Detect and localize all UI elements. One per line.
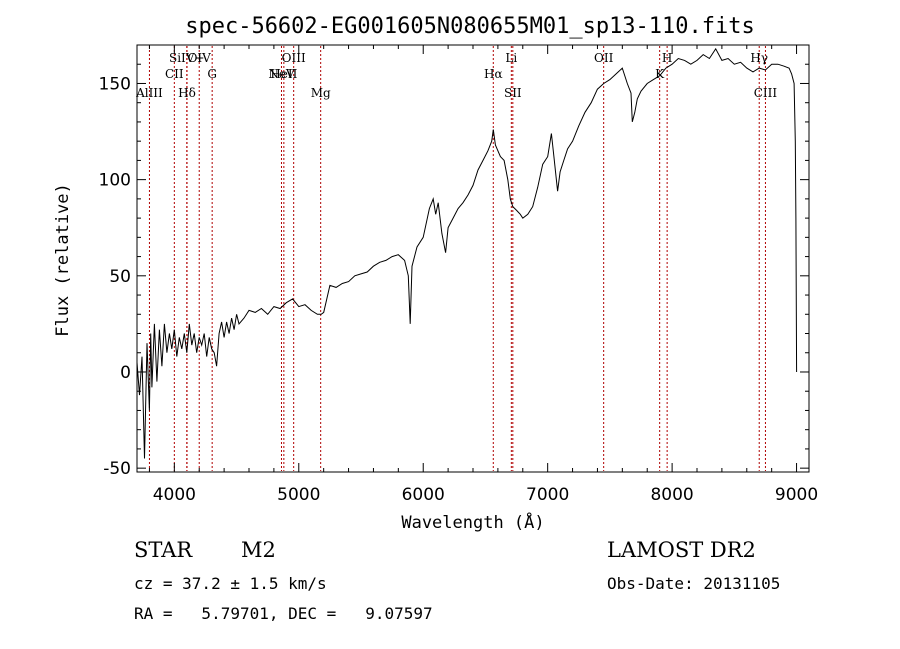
y-tick-label: 50 [109,267,131,287]
spectral-line-label: K [655,67,665,81]
x-tick-label: 5000 [277,485,320,505]
spectral-line-label: OIV [188,51,212,65]
spectral-line-label: AlIII [135,86,163,100]
spectral-line-label: Hα [484,67,503,81]
observation-date: Obs-Date: 20131105 [607,574,781,593]
x-axis-label: Wavelength (Å) [401,511,544,533]
y-axis-ticks: -50 0 50 100 150 [99,63,809,479]
spectral-line-label: HeII [270,67,297,81]
spectral-line-label: NeV [268,67,295,81]
redshift-cz: cz = 37.2 ± 1.5 km/s [134,574,327,593]
x-tick-label: 7000 [526,485,569,505]
x-tick-label: 4000 [153,485,196,505]
sky-coordinates: RA = 5.79701, DEC = 9.07597 [134,604,433,623]
spectral-line-label: Hγ [750,51,768,65]
spectral-line-label: SiIV+ [169,51,205,65]
y-tick-label: 150 [99,74,131,94]
spectral-line-label: SII [504,86,522,100]
spectral-line-label: Li [505,51,517,65]
spectral-line-label: Mg [311,86,331,100]
spectral-line-label: OII [594,51,614,65]
spectral-line-label: OIII [282,51,306,65]
spectral-line-label: CIII [754,86,778,100]
object-subclass: M2 [241,538,276,562]
y-tick-label: -50 [103,459,131,479]
y-axis-label: Flux (relative) [53,183,73,337]
y-tick-label: 0 [120,363,131,383]
chart-title: spec-56602-EG001605N080655M01_sp13-110.f… [185,14,755,39]
x-tick-label: 6000 [402,485,445,505]
marker-lines [148,46,766,471]
spectral-line-label: CII [165,67,184,81]
spectrum-series-line [136,47,798,459]
object-type: STAR [134,538,193,562]
spectral-line-label: H [662,51,672,65]
spectral-line-label: G [207,67,217,81]
x-tick-label: 9000 [775,485,818,505]
plot-frame [136,44,810,473]
y-tick-label: 100 [99,171,131,191]
x-tick-label: 8000 [650,485,693,505]
x-axis-ticks: 4000 5000 6000 7000 8000 9000 [148,45,818,505]
spectral-line-label: Hδ [178,86,196,100]
survey-name: LAMOST DR2 [607,538,756,562]
